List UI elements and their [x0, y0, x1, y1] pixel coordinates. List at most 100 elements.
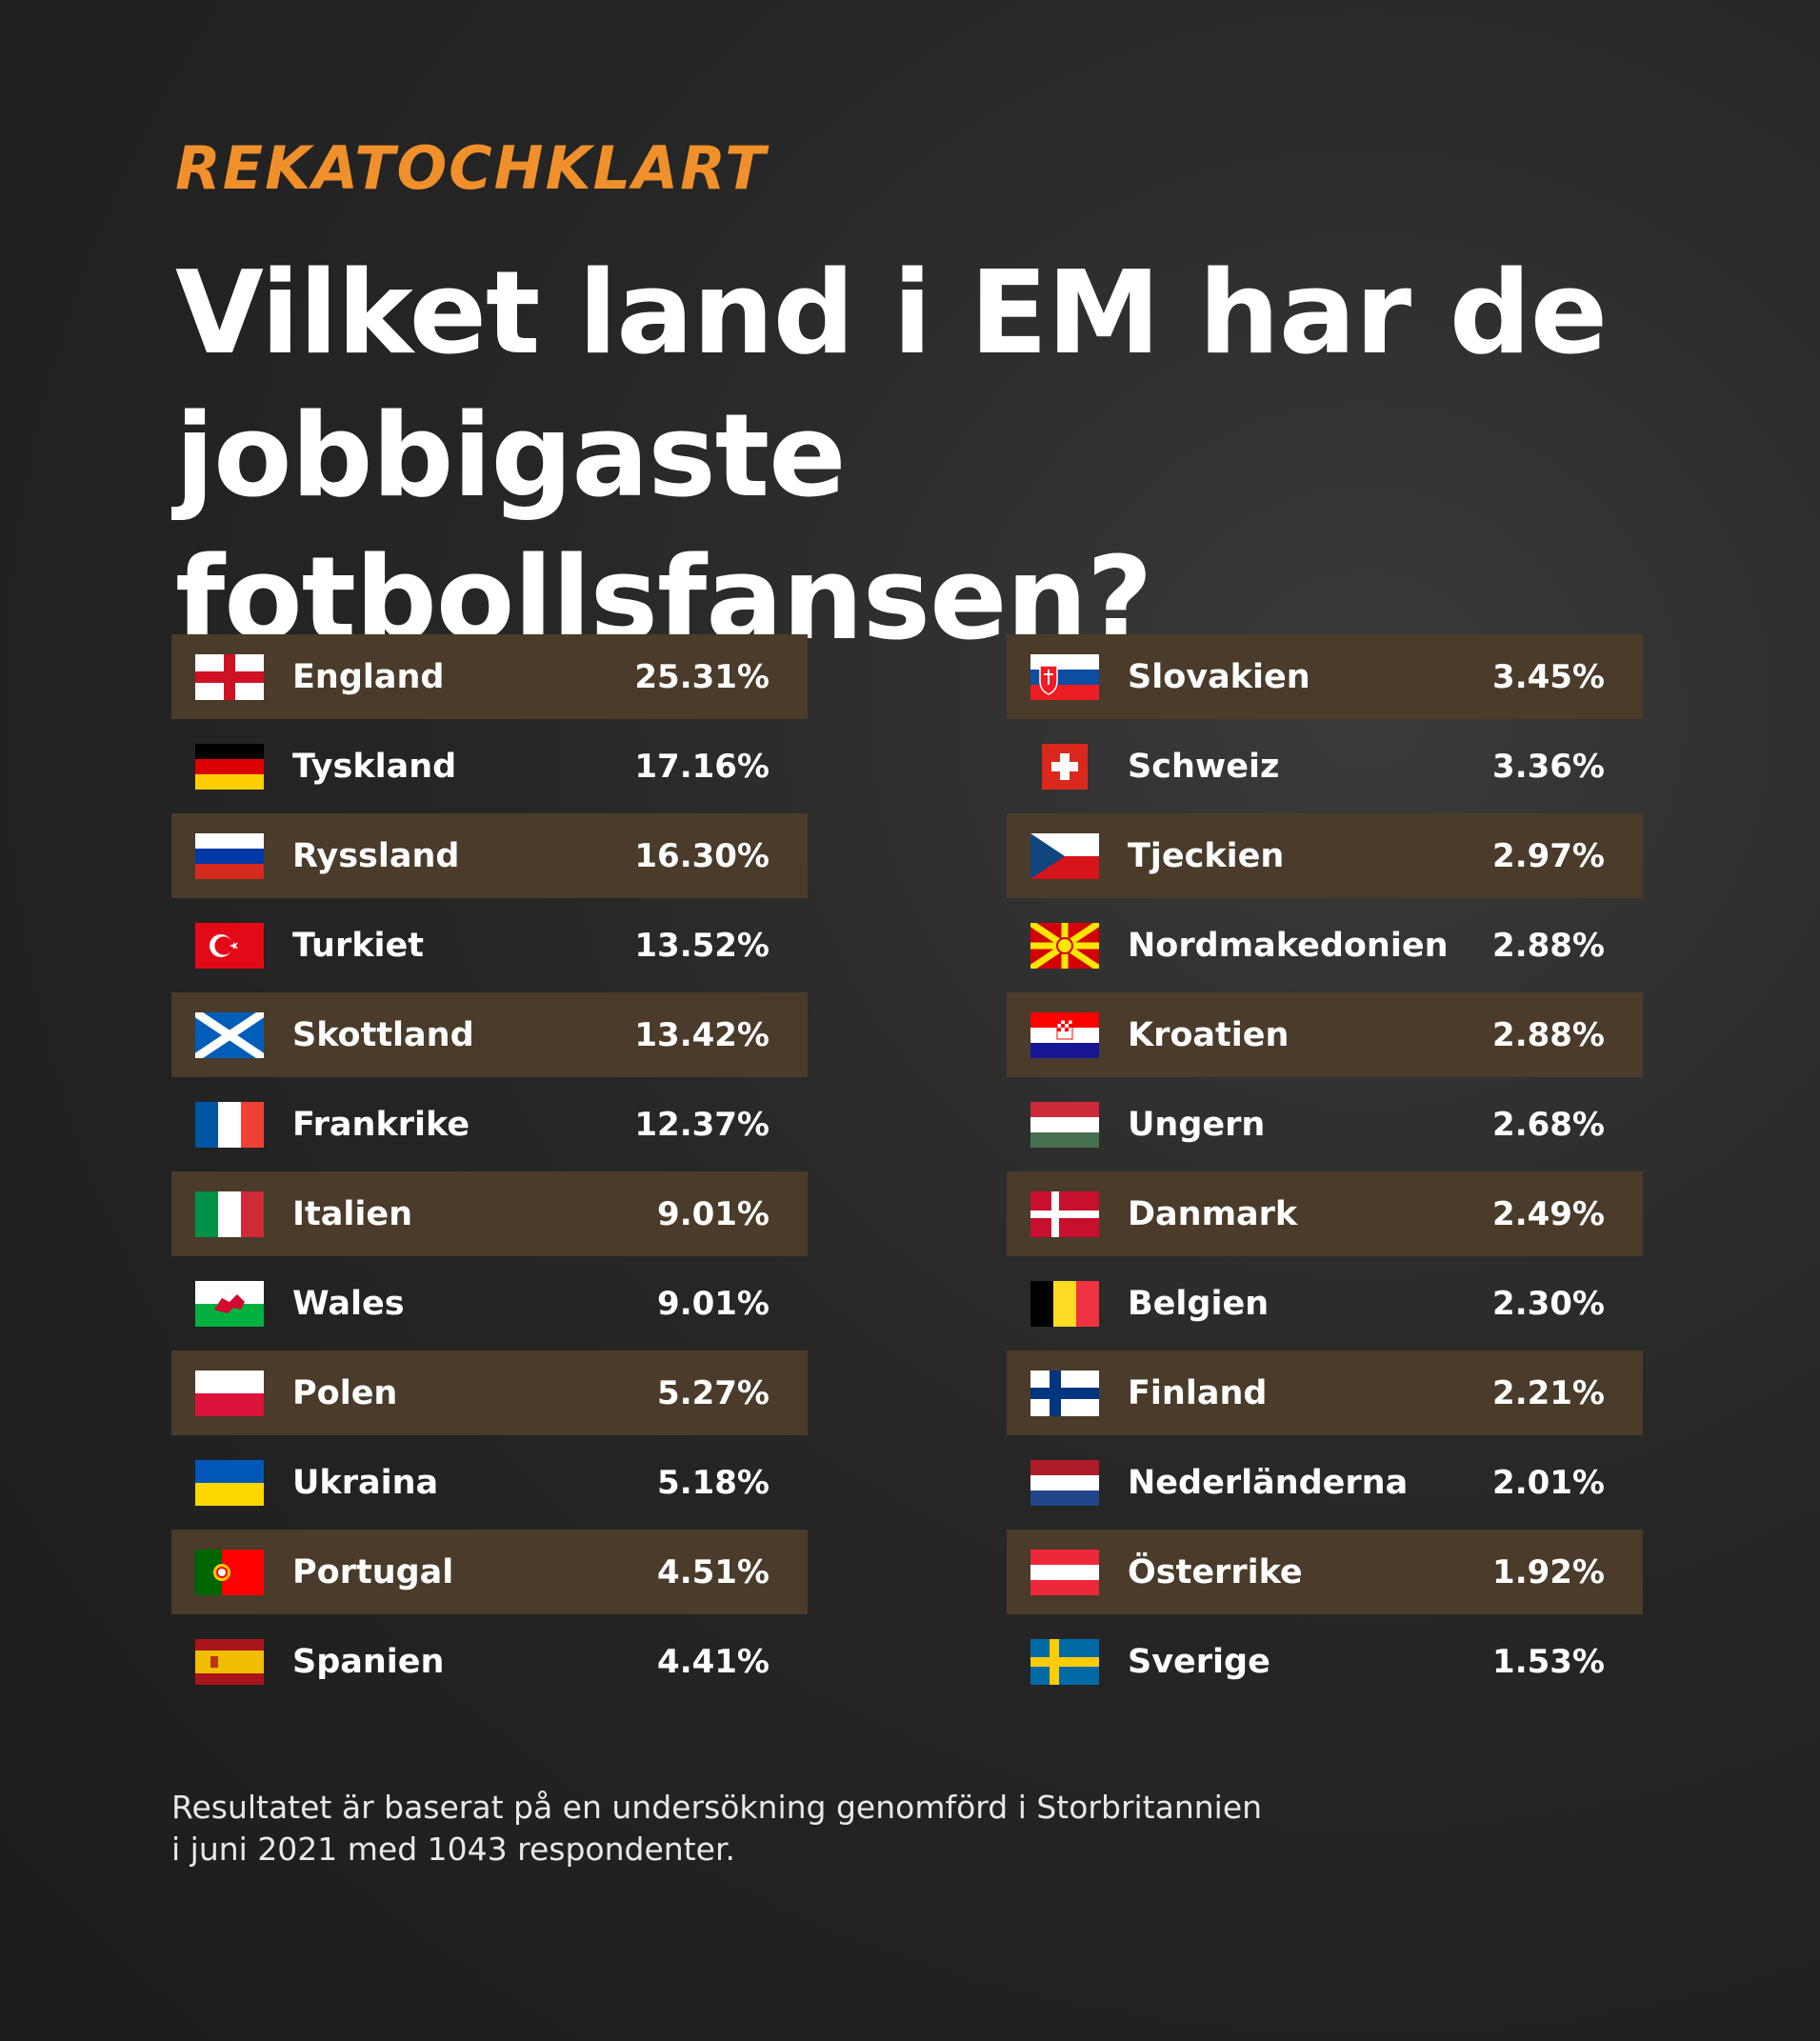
country-name: Ukraina: [292, 1463, 439, 1502]
country-name: Turkiet: [292, 926, 424, 965]
list-item: Danmark 2.49%: [1007, 1171, 1643, 1256]
country-percentage: 2.97%: [1492, 836, 1605, 875]
list-item: Tyskland 17.16%: [171, 724, 808, 809]
list-item: Schweiz 3.36%: [1007, 724, 1643, 809]
country-percentage: 3.45%: [1492, 657, 1605, 696]
france-flag-icon: [195, 1101, 264, 1148]
country-percentage: 9.01%: [657, 1194, 770, 1233]
country-percentage: 9.01%: [657, 1284, 770, 1323]
list-item: Ungern 2.68%: [1007, 1082, 1643, 1167]
spain-flag-icon: [195, 1638, 264, 1685]
country-percentage: 2.88%: [1492, 926, 1605, 965]
page-title-line-2: jobbigaste fotbollsfansen?: [175, 390, 1153, 666]
list-item: Polen 5.27%: [171, 1351, 808, 1435]
list-item: Sverige 1.53%: [1007, 1619, 1643, 1704]
page-title: Vilket land i EM har de jobbigaste fotbo…: [175, 243, 1737, 671]
country-name: Skottland: [292, 1015, 474, 1054]
list-item: England 25.31%: [171, 634, 808, 719]
country-percentage: 2.30%: [1492, 1284, 1605, 1323]
brand-label: REKATOCHKLART: [175, 133, 768, 203]
wales-flag-icon: [195, 1280, 264, 1327]
country-name: Portugal: [292, 1552, 454, 1591]
country-name: Tjeckien: [1128, 836, 1285, 875]
finland-flag-icon: [1030, 1370, 1099, 1416]
country-name: Danmark: [1128, 1194, 1298, 1233]
country-percentage: 2.68%: [1492, 1105, 1605, 1144]
croatia-flag-icon: [1030, 1011, 1099, 1058]
list-item: Tjeckien 2.97%: [1007, 813, 1643, 898]
country-percentage: 2.01%: [1492, 1463, 1605, 1502]
list-item: Belgien 2.30%: [1007, 1261, 1643, 1346]
slovakia-flag-icon: [1030, 653, 1099, 700]
portugal-flag-icon: [195, 1549, 264, 1595]
list-item: Wales 9.01%: [171, 1261, 808, 1346]
ranking-list-right: Slovakien 3.45% Schweiz 3.36% Tjeckien 2…: [1007, 634, 1643, 1709]
list-item: Ryssland 16.30%: [171, 813, 808, 898]
north-macedonia-flag-icon: [1030, 922, 1099, 969]
list-item: Österrike 1.92%: [1007, 1530, 1643, 1614]
country-name: Spanien: [292, 1642, 445, 1681]
country-percentage: 2.49%: [1492, 1194, 1605, 1233]
ukraine-flag-icon: [195, 1459, 264, 1506]
country-name: Italien: [292, 1194, 413, 1233]
footnote-line-2: i juni 2021 med 1043 respondenter.: [171, 1831, 735, 1868]
country-name: Tyskland: [292, 747, 457, 786]
country-name: Polen: [292, 1373, 398, 1412]
hungary-flag-icon: [1030, 1101, 1099, 1148]
country-name: Nederländerna: [1128, 1463, 1409, 1502]
country-name: Sverige: [1128, 1642, 1270, 1681]
switzerland-flag-icon: [1030, 743, 1099, 790]
country-name: Belgien: [1128, 1284, 1270, 1323]
denmark-flag-icon: [1030, 1191, 1099, 1237]
footnote: Resultatet är baserat på en undersökning…: [171, 1787, 1505, 1871]
scotland-flag-icon: [195, 1011, 264, 1058]
country-name: Slovakien: [1128, 657, 1310, 696]
czechia-flag-icon: [1030, 832, 1099, 879]
list-item: Nederländerna 2.01%: [1007, 1440, 1643, 1525]
country-percentage: 17.16%: [634, 747, 770, 786]
belgium-flag-icon: [1030, 1280, 1099, 1327]
country-name: England: [292, 657, 445, 696]
list-item: Turkiet 13.52%: [171, 903, 808, 988]
country-percentage: 4.41%: [657, 1642, 770, 1681]
list-item: Finland 2.21%: [1007, 1351, 1643, 1435]
country-name: Frankrike: [292, 1105, 470, 1144]
list-item: Spanien 4.41%: [171, 1619, 808, 1704]
country-percentage: 12.37%: [634, 1105, 770, 1144]
list-item: Kroatien 2.88%: [1007, 992, 1643, 1077]
list-item: Ukraina 5.18%: [171, 1440, 808, 1525]
austria-flag-icon: [1030, 1549, 1099, 1595]
country-percentage: 4.51%: [657, 1552, 770, 1591]
country-percentage: 13.42%: [634, 1015, 770, 1054]
footnote-line-1: Resultatet är baserat på en undersökning…: [171, 1789, 1263, 1826]
italy-flag-icon: [195, 1191, 264, 1237]
page-title-line-1: Vilket land i EM har de: [175, 248, 1608, 380]
country-percentage: 2.88%: [1492, 1015, 1605, 1054]
turkey-flag-icon: [195, 922, 264, 969]
country-name: Österrike: [1128, 1552, 1303, 1591]
country-percentage: 1.92%: [1492, 1552, 1605, 1591]
list-item: Portugal 4.51%: [171, 1530, 808, 1614]
england-flag-icon: [195, 653, 264, 700]
list-item: Frankrike 12.37%: [171, 1082, 808, 1167]
country-percentage: 3.36%: [1492, 747, 1605, 786]
country-name: Schweiz: [1128, 747, 1280, 786]
list-item: Slovakien 3.45%: [1007, 634, 1643, 719]
country-percentage: 25.31%: [634, 657, 770, 696]
country-percentage: 5.27%: [657, 1373, 770, 1412]
country-name: Kroatien: [1128, 1015, 1290, 1054]
country-name: Ungern: [1128, 1105, 1266, 1144]
ranking-list-left: England 25.31% Tyskland 17.16% Ryssland …: [171, 634, 808, 1709]
country-percentage: 16.30%: [634, 836, 770, 875]
country-name: Nordmakedonien: [1128, 926, 1449, 965]
netherlands-flag-icon: [1030, 1459, 1099, 1506]
country-name: Ryssland: [292, 836, 460, 875]
country-percentage: 2.21%: [1492, 1373, 1605, 1412]
country-name: Finland: [1128, 1373, 1268, 1412]
germany-flag-icon: [195, 743, 264, 790]
country-percentage: 1.53%: [1492, 1642, 1605, 1681]
country-percentage: 5.18%: [657, 1463, 770, 1502]
list-item: Nordmakedonien 2.88%: [1007, 903, 1643, 988]
country-percentage: 13.52%: [634, 926, 770, 965]
list-item: Skottland 13.42%: [171, 992, 808, 1077]
